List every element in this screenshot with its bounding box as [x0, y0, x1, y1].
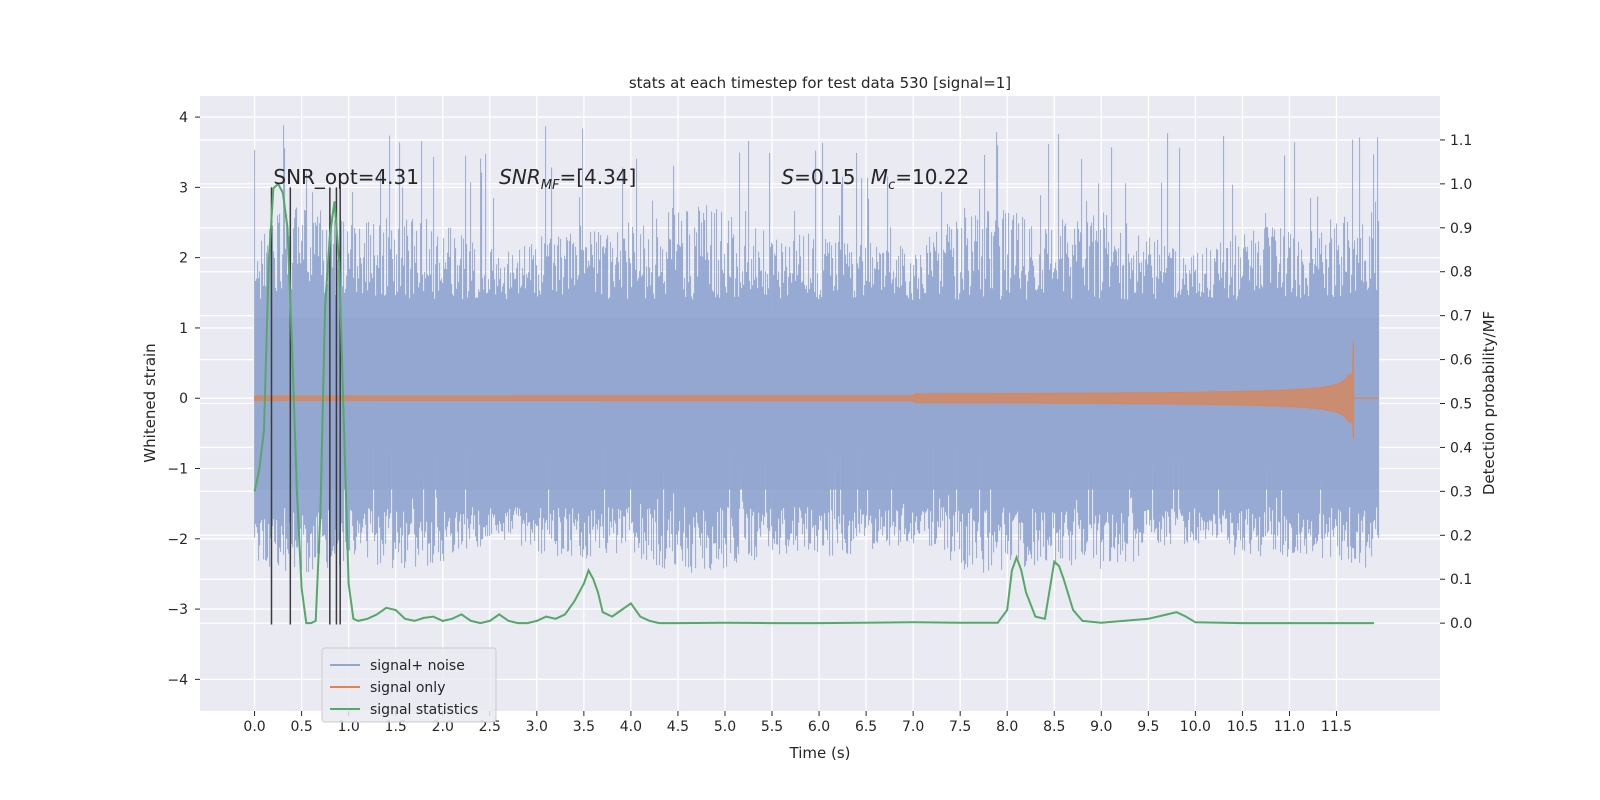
y-right-axis-label: Detection probability/MF — [1480, 311, 1498, 495]
legend-label: signal only — [370, 680, 445, 696]
annotation-text: SNR_opt=4.31 — [273, 165, 419, 189]
chirp-envelope — [254, 340, 1354, 440]
x-tick-label: 0.0 — [243, 719, 265, 735]
x-tick-label: 11.5 — [1321, 719, 1352, 735]
y-right-tick-label: 0.4 — [1450, 440, 1472, 456]
y-right-tick-label: 0.0 — [1450, 616, 1472, 632]
y-left-tick-label: −4 — [167, 672, 188, 688]
x-tick-label: 8.0 — [996, 719, 1018, 735]
y-left-tick-label: 1 — [179, 321, 188, 337]
x-tick-label: 8.5 — [1043, 719, 1065, 735]
vertical-markers — [270, 187, 341, 625]
x-tick-label: 3.0 — [526, 719, 548, 735]
x-axis-ticks: 0.0 0.5 1.0 1.5 2.0 2.5 3.0 3.5 4.0 4.5 5.0 5.5 6.0 6… — [243, 711, 1352, 735]
x-tick-label: 6.0 — [808, 719, 830, 735]
x-tick-label: 9.0 — [1090, 719, 1112, 735]
y-left-tick-label: 2 — [179, 251, 188, 267]
y-left-tick-label: −2 — [167, 532, 188, 548]
x-tick-label: 7.5 — [949, 719, 971, 735]
y-left-tick-label: −1 — [167, 462, 188, 478]
x-tick-label: 2.5 — [479, 719, 501, 735]
x-tick-label: 9.5 — [1137, 719, 1159, 735]
y-right-tick-label: 0.1 — [1450, 572, 1472, 588]
annotation-text: S=0.15 — [781, 165, 855, 189]
annotation-text: SNRMF=[4.34] — [499, 165, 636, 193]
x-tick-label: 6.5 — [855, 719, 877, 735]
x-tick-label: 2.0 — [432, 719, 454, 735]
series-signal-only — [254, 340, 1379, 440]
y-right-tick-label: 0.8 — [1450, 265, 1472, 281]
series-signal-statistics — [253, 182, 1375, 625]
y-left-axis-ticks: −4 −3 −2 −1 0 1 2 3 4 — [167, 110, 200, 688]
x-tick-label: 4.5 — [667, 719, 689, 735]
x-tick-label: 4.0 — [620, 719, 642, 735]
y-left-tick-label: 0 — [179, 391, 188, 407]
y-right-tick-label: 1.0 — [1450, 177, 1472, 193]
y-right-tick-label: 1.1 — [1450, 133, 1472, 149]
legend-label: signal statistics — [370, 702, 478, 718]
y-right-tick-label: 0.3 — [1450, 484, 1472, 500]
y-left-tick-label: −3 — [167, 602, 188, 618]
annotation-text: Mc=10.22 — [871, 165, 969, 193]
x-tick-label: 5.0 — [714, 719, 736, 735]
y-right-tick-label: 0.7 — [1450, 309, 1472, 325]
x-tick-label: 1.5 — [385, 719, 407, 735]
y-left-tick-label: 4 — [179, 110, 188, 126]
x-tick-label: 7.0 — [902, 719, 924, 735]
annotations: SNR_opt=4.31 SNRMF=[4.34] S=0.15 Mc=10.22 — [273, 165, 969, 193]
legend-label: signal+ noise — [370, 658, 465, 674]
x-tick-label: 1.0 — [338, 719, 360, 735]
y-right-axis-ticks: 0.0 0.1 0.2 0.3 0.4 0.5 0.6 0.7 0.8 0.9 1.0 1.1 — [1440, 133, 1472, 632]
y-right-tick-label: 0.2 — [1450, 528, 1472, 544]
x-tick-label: 5.5 — [761, 719, 783, 735]
x-tick-label: 10.0 — [1180, 719, 1211, 735]
stats-line — [253, 182, 1375, 625]
legend-box — [321, 647, 497, 723]
chart-title: stats at each timestep for test data 530… — [629, 74, 1011, 92]
x-tick-label: 11.0 — [1274, 719, 1305, 735]
y-left-axis-label: Whitened strain — [141, 343, 159, 462]
y-right-tick-label: 0.9 — [1450, 221, 1472, 237]
x-tick-label: 10.5 — [1227, 719, 1258, 735]
y-left-tick-label: 3 — [179, 180, 188, 196]
x-tick-label: 0.5 — [290, 719, 312, 735]
y-right-tick-label: 0.6 — [1450, 353, 1472, 369]
legend: signal+ noise signal only signal statistic… — [321, 647, 497, 723]
y-right-tick-label: 0.5 — [1450, 397, 1472, 413]
x-axis-label: Time (s) — [789, 744, 851, 762]
x-tick-label: 3.5 — [573, 719, 595, 735]
